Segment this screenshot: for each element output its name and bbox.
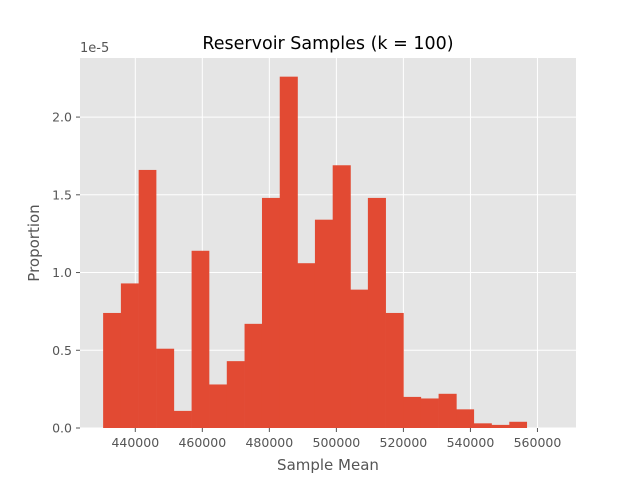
histogram-bar bbox=[420, 398, 439, 428]
x-axis-label: Sample Mean bbox=[277, 456, 379, 474]
x-tick-label: 500000 bbox=[313, 435, 361, 450]
histogram-bar bbox=[244, 323, 263, 428]
y-axis-ticks: 0.0 0.5 1.0 1.5 2.0 bbox=[52, 110, 80, 436]
y-tick-label: 0.0 bbox=[52, 421, 72, 436]
x-tick-label: 440000 bbox=[111, 435, 159, 450]
histogram-bar bbox=[297, 263, 316, 428]
histogram-bar bbox=[385, 312, 404, 428]
chart-title: Reservoir Samples (k = 100) bbox=[202, 34, 453, 54]
histogram-bar bbox=[156, 348, 175, 428]
histogram-bar bbox=[332, 165, 351, 428]
histogram-bar bbox=[209, 384, 228, 428]
y-tick-label: 1.5 bbox=[52, 187, 72, 202]
x-tick-label: 520000 bbox=[380, 435, 428, 450]
y-axis-offset-label: 1e-5 bbox=[80, 41, 109, 56]
histogram-bar bbox=[103, 312, 122, 428]
histogram-bar bbox=[509, 421, 528, 428]
histogram-bar bbox=[473, 423, 492, 428]
x-axis-ticks: 440000 460000 480000 500000 520000 540000 5600… bbox=[111, 428, 561, 450]
y-tick-label: 2.0 bbox=[52, 110, 72, 125]
histogram-bar bbox=[314, 219, 333, 428]
histogram-bar bbox=[403, 396, 422, 428]
y-tick-label: 1.0 bbox=[52, 265, 72, 280]
y-tick-label: 0.5 bbox=[52, 343, 72, 358]
y-axis-label: Proportion bbox=[25, 204, 43, 281]
histogram-bar bbox=[191, 250, 210, 428]
histogram-bar bbox=[279, 76, 298, 429]
histogram-bar bbox=[173, 410, 192, 428]
x-tick-label: 540000 bbox=[447, 435, 495, 450]
histogram-bar bbox=[226, 361, 245, 428]
histogram-bar bbox=[350, 289, 369, 428]
histogram-bar bbox=[138, 169, 157, 428]
histogram-bar bbox=[367, 197, 386, 428]
histogram-bar bbox=[261, 197, 281, 428]
histogram-bar bbox=[456, 409, 475, 428]
x-tick-label: 460000 bbox=[178, 435, 226, 450]
x-tick-label: 480000 bbox=[245, 435, 293, 450]
histogram-bar bbox=[438, 393, 457, 428]
x-tick-label: 560000 bbox=[514, 435, 562, 450]
histogram-bar bbox=[120, 283, 139, 428]
histogram-bars bbox=[103, 76, 528, 429]
histogram-bar bbox=[491, 424, 510, 428]
